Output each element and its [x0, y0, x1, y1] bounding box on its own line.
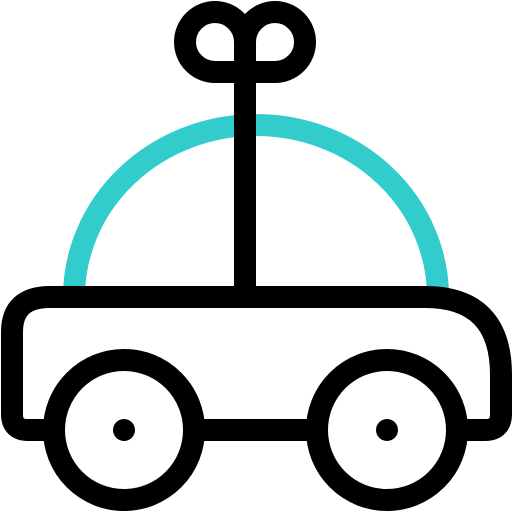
- wind-up-key-right-loop: [234, 1, 316, 83]
- car-body: [1, 286, 512, 441]
- left-wheel-hub: [113, 419, 135, 441]
- right-wheel-hub: [376, 419, 398, 441]
